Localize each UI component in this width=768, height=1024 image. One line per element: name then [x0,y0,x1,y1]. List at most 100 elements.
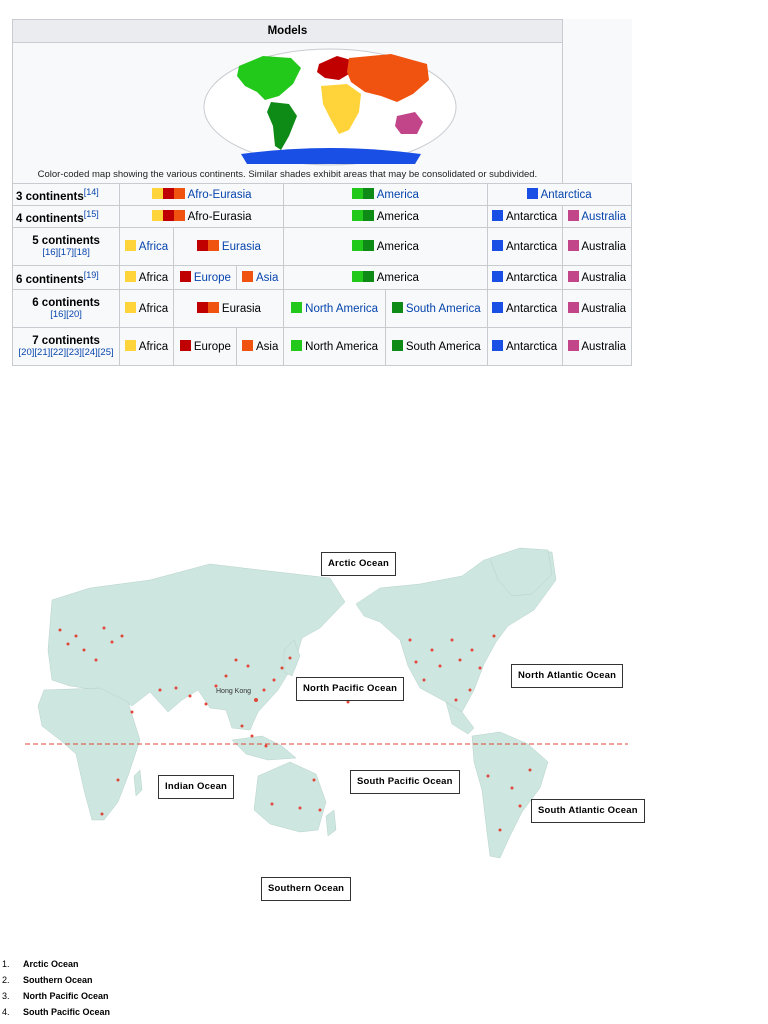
australia-text: Australia [581,272,627,284]
asia-swatch [174,210,186,221]
ocean-label-south-atlantic: South Atlantic Ocean [531,799,645,823]
cell-australia: Australia [561,289,633,328]
reference-link[interactable]: [14] [83,186,99,197]
cell-africa: Africa [119,289,175,328]
asia-swatch [207,302,219,313]
australia-text: Australia [581,303,627,315]
asia-text: Asia [255,341,279,353]
cell-eurasia: Eurasia [173,227,285,266]
north-america-link[interactable]: North America [305,303,379,315]
north-america-text: North America [305,341,379,353]
ocean-label-north-atlantic: North Atlantic Ocean [511,664,624,688]
ocean-label-indian: Indian Ocean [158,775,235,799]
america-text: America [376,272,419,284]
cell-america: America [283,205,488,228]
antarctica-swatch [492,271,504,282]
south-america-link[interactable]: South America [405,303,481,315]
ocean-label-north-pacific: North Pacific Ocean [296,677,405,701]
antarctica-text: Antarctica [505,303,558,315]
cell-antarctica: Antarctica [486,227,563,266]
cell-north-america: North America [283,289,386,328]
cell-antarctica: Antarctica [486,205,563,228]
cell-america: America [283,265,488,290]
cell-europe: Europe [173,327,238,366]
europe-swatch [196,240,208,251]
australia-swatch [567,340,579,351]
antarctica-swatch [492,210,504,221]
cell-afro-eurasia: Afro-Eurasia [119,205,285,228]
north-america-swatch [352,271,364,282]
cell-asia: Asia [236,265,285,290]
ocean-label-arctic: Arctic Ocean [321,552,397,576]
cell-australia: Australia [561,265,633,290]
africa-swatch [152,210,164,221]
africa-text: Africa [138,303,169,315]
row-header: 4 continents[15] [11,205,121,228]
map-caption: Color-coded map showing the various cont… [37,169,538,180]
reference-links[interactable]: [16][17][18] [42,247,90,258]
america-text: America [376,211,419,223]
reference-links[interactable]: [16][20] [50,309,82,320]
eurasia-link[interactable]: Eurasia [221,241,261,253]
cell-america: America [283,183,488,206]
africa-link[interactable]: Africa [138,241,169,253]
asia-swatch [242,271,254,282]
cell-america: America [283,227,488,266]
australia-swatch [567,210,579,221]
cell-south-america: South America [384,327,488,366]
africa-swatch [125,271,137,282]
cell-antarctica: Antarctica [486,265,563,290]
africa-swatch [152,188,164,199]
row-header: 7 continents [20][21][22][23][24][25] [11,327,121,366]
afro-eurasia-text: Afro-Eurasia [187,211,252,223]
asia-swatch [242,340,254,351]
africa-swatch [125,340,137,351]
row-header: 6 continents [16][20] [11,289,121,328]
antarctica-swatch [492,302,504,313]
afro-eurasia-link[interactable]: Afro-Eurasia [187,189,252,201]
row-header: 5 continents [16][17][18] [11,227,121,266]
cell-south-america: South America [384,289,488,328]
europe-swatch [163,210,175,221]
ocean-label-south-pacific: South Pacific Ocean [350,770,460,794]
antarctica-swatch [527,188,538,199]
cell-antarctica: Antarctica [486,183,633,206]
reference-link[interactable]: [19] [83,269,99,280]
australia-text: Australia [581,241,627,253]
australia-swatch [567,240,579,251]
antarctica-text: Antarctica [505,341,558,353]
africa-text: Africa [138,272,169,284]
antarctica-swatch [492,240,504,251]
cell-africa: Africa [119,265,175,290]
south-america-swatch [363,271,375,282]
continents-map-cell: Color-coded map showing the various cont… [12,42,563,184]
america-link[interactable]: America [376,189,419,201]
table-row: 7 continents [20][21][22][23][24][25] Af… [11,327,633,366]
table-caption: Models [12,19,563,43]
reference-link[interactable]: [15] [83,208,99,219]
row-header: 3 continents[14] [11,183,121,206]
antarctica-text: Antarctica [505,272,558,284]
africa-text: Africa [138,341,169,353]
table-row: 6 continents [16][20] Africa Eurasia Nor… [11,289,633,328]
africa-swatch [125,240,137,251]
asia-link[interactable]: Asia [255,272,279,284]
australia-link[interactable]: Australia [581,211,627,223]
cell-antarctica: Antarctica [486,327,563,366]
table-row: 3 continents[14] Afro-Eurasia America An… [11,183,633,206]
antarctica-link[interactable]: Antarctica [540,189,592,201]
asia-swatch [207,240,219,251]
table-row: 4 continents[15] Afro-Eurasia America An… [11,205,633,228]
south-america-swatch [363,210,375,221]
reference-links[interactable]: [20][21][22][23][24][25] [18,347,114,358]
south-america-swatch [363,240,375,251]
cell-australia: Australia [561,227,633,266]
cell-antarctica: Antarctica [486,289,563,328]
cell-australia: Australia [561,327,633,366]
europe-link[interactable]: Europe [193,272,231,284]
america-text: America [376,241,419,253]
cell-eurasia: Eurasia [173,289,285,328]
europe-swatch [179,271,191,282]
australia-swatch [567,271,579,282]
ocean-label-southern: Southern Ocean [261,877,352,901]
